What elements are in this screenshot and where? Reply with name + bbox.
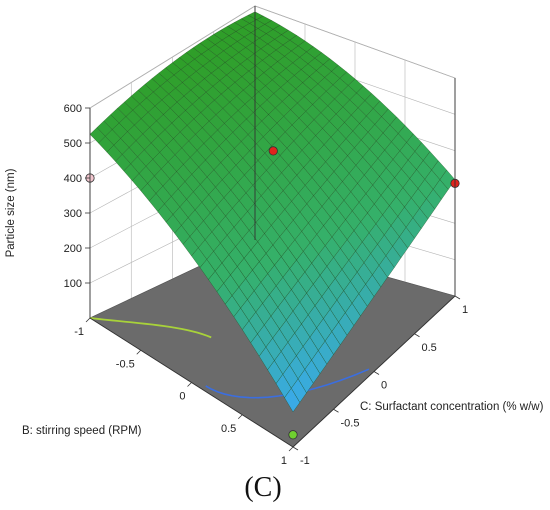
z-tick-label: 600 [64, 103, 82, 115]
z-axis-title: Particle size (nm) [5, 168, 17, 257]
c-tick-label: 1 [462, 304, 468, 316]
panel-label: (C) [244, 472, 281, 503]
b-tick-label: -1 [74, 326, 84, 338]
c-tick-mark [292, 446, 299, 451]
b-tick-mark [85, 317, 91, 323]
c-axis-title: C: Surfactant concentration (% w/w) [360, 401, 544, 413]
b-tick-label: -0.5 [116, 358, 135, 370]
c-tick-mark [454, 295, 461, 300]
b-tick-mark [136, 349, 142, 355]
design-point [268, 146, 278, 156]
z-tick-label: 500 [64, 138, 82, 150]
z-tick-label: 100 [64, 278, 82, 290]
b-tick-label: 1 [281, 455, 287, 467]
b-tick-mark [288, 446, 294, 452]
c-axis-ticks: -1 -0.5 0 0.5 1 [292, 295, 468, 467]
c-tick-label: 0 [381, 380, 387, 392]
design-point [288, 430, 298, 440]
b-tick-label: 0.5 [221, 423, 236, 435]
b-tick-label: 0 [179, 391, 185, 403]
c-tick-label: -1 [300, 455, 310, 467]
c-tick-label: 0.5 [422, 342, 437, 354]
b-tick-mark [237, 414, 243, 420]
c-tick-mark [414, 333, 420, 338]
b-axis-ticks: -1 -0.5 0 0.5 1 [74, 317, 294, 467]
c-tick-mark [333, 408, 339, 413]
z-tick-label: 400 [64, 173, 82, 185]
z-tick-label: 200 [64, 243, 82, 255]
floor-contour-lines [89, 317, 370, 399]
c-tick-mark [373, 371, 380, 375]
z-tick-label: 300 [64, 208, 82, 220]
z-axis-ticks: 100 200 300 400 500 600 [64, 103, 90, 290]
b-axis-title: B: stirring speed (RPM) [22, 425, 142, 437]
response-surface [89, 11, 456, 413]
b-tick-mark [187, 382, 192, 387]
contour-line [205, 368, 370, 399]
surface-cell [284, 387, 301, 413]
contour-line [89, 317, 212, 339]
c-tick-label: -0.5 [341, 417, 360, 429]
